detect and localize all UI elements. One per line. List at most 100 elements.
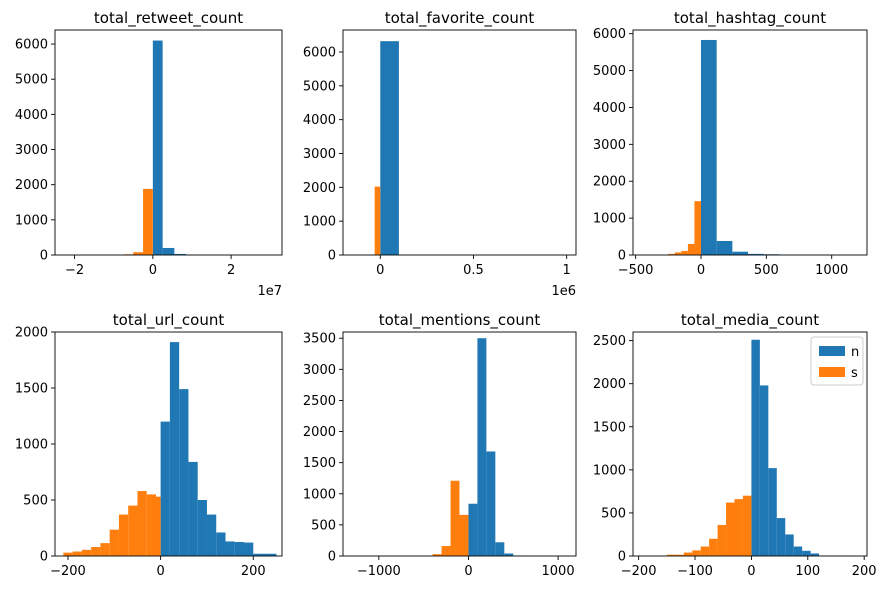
bar-n [152,40,163,255]
y-tick-label: 5000 [15,73,48,88]
bar-s [709,538,718,556]
bar-s [137,491,147,556]
bar-s [674,252,682,255]
y-tick-label: 0 [328,550,336,565]
bar-s [100,543,110,556]
subplot-6: −200 −100 0 100 20005001000150020002500total… [593,311,877,579]
bar-n [197,500,207,556]
bar-n [776,518,786,556]
subplot-title: total_url_count [113,311,225,330]
y-tick-label: 1500 [15,382,48,397]
y-tick-label: 2500 [303,394,336,409]
legend-swatch-s [819,367,845,377]
bar-n [468,503,478,556]
bar-s [683,552,693,556]
bar-s [133,252,144,255]
y-tick-label: 4000 [15,108,48,123]
bars [374,41,567,255]
bar-n [732,251,749,255]
bar-s [726,502,735,556]
bar-s [63,552,73,556]
subplot-2: 0 0.5 1 0 1000 2000 3000 4000 5000 6000 total_favo… [303,9,577,299]
y-tick-label: 3000 [303,147,336,162]
bar-n [216,532,226,556]
bar-n [253,553,277,556]
bar-n [504,553,514,556]
x-tick-label: 0 [376,263,384,278]
bar-n [162,247,175,255]
axes-frame [632,29,868,256]
bar-n [802,550,811,556]
legend: ns [810,336,864,386]
legend-label-s: s [851,366,858,381]
y-tick-label: 3500 [303,332,336,347]
axis-offset-text: 1e7 [257,284,282,299]
x-tick-label: −2 [65,263,84,278]
x-tick-label: 100 [795,564,820,579]
y-tick-label: 3000 [593,138,626,153]
bar-n [174,253,187,255]
bar-s [734,499,743,556]
bar-n [225,541,235,556]
bar-s [143,188,153,255]
bars [360,338,532,556]
x-tick-label: 2 [227,263,235,278]
bar-s [459,514,469,556]
bar-s [666,554,684,556]
bar-s [681,250,688,255]
bar-n [716,240,733,255]
y-tick-label: 2000 [15,178,48,193]
y-tick-label: 2000 [303,181,336,196]
y-tick-label: 1000 [593,212,626,227]
x-tick-label: 0 [747,564,755,579]
y-tick-label: 500 [23,494,48,509]
y-tick-label: 2000 [593,377,626,392]
x-tick-label: 0 [156,564,164,579]
bar-s [118,514,129,556]
bar-n [188,461,198,556]
bar-n [768,468,777,556]
bar-n [495,542,505,556]
bar-s [700,546,710,556]
x-tick-label: 500 [754,263,779,278]
y-tick-label: 4000 [593,101,626,116]
axes-frame [342,331,577,557]
y-tick-label: 2000 [15,326,48,341]
bars [63,342,277,556]
bar-n [169,342,180,556]
bar-n [785,534,794,556]
bar-s [687,243,695,255]
y-tick-label: 1000 [303,487,336,502]
x-tick-label: 200 [241,564,266,579]
x-tick-label: −500 [618,263,654,278]
x-tick-label: 0 [149,263,157,278]
y-tick-label: 0 [40,550,48,565]
y-tick-label: 4000 [303,113,336,128]
bar-n [700,39,717,256]
y-tick-label: 1000 [303,215,336,230]
bar-s [146,494,156,556]
bar-s [694,201,701,255]
subplot-title: total_favorite_count [385,9,535,28]
bar-s [109,529,119,556]
subplot-title: total_media_count [681,311,819,330]
axes-frame [342,29,577,256]
x-tick-label: −100 [677,564,713,579]
x-tick-label: −200 [621,564,657,579]
bar-n [810,553,820,556]
x-tick-label: −200 [50,564,86,579]
bar-n [160,421,170,556]
bar-s [692,550,701,556]
axes-frame [54,29,283,256]
bar-n [759,385,769,556]
x-tick-label: 1000 [815,263,848,278]
y-tick-label: 2000 [303,425,336,440]
bar-n [380,41,399,255]
bar-s [432,554,442,556]
x-tick-label: 1000 [542,564,575,579]
y-tick-label: 3000 [15,143,48,158]
y-tick-label: 1500 [593,420,626,435]
y-tick-label: 1500 [303,456,336,471]
